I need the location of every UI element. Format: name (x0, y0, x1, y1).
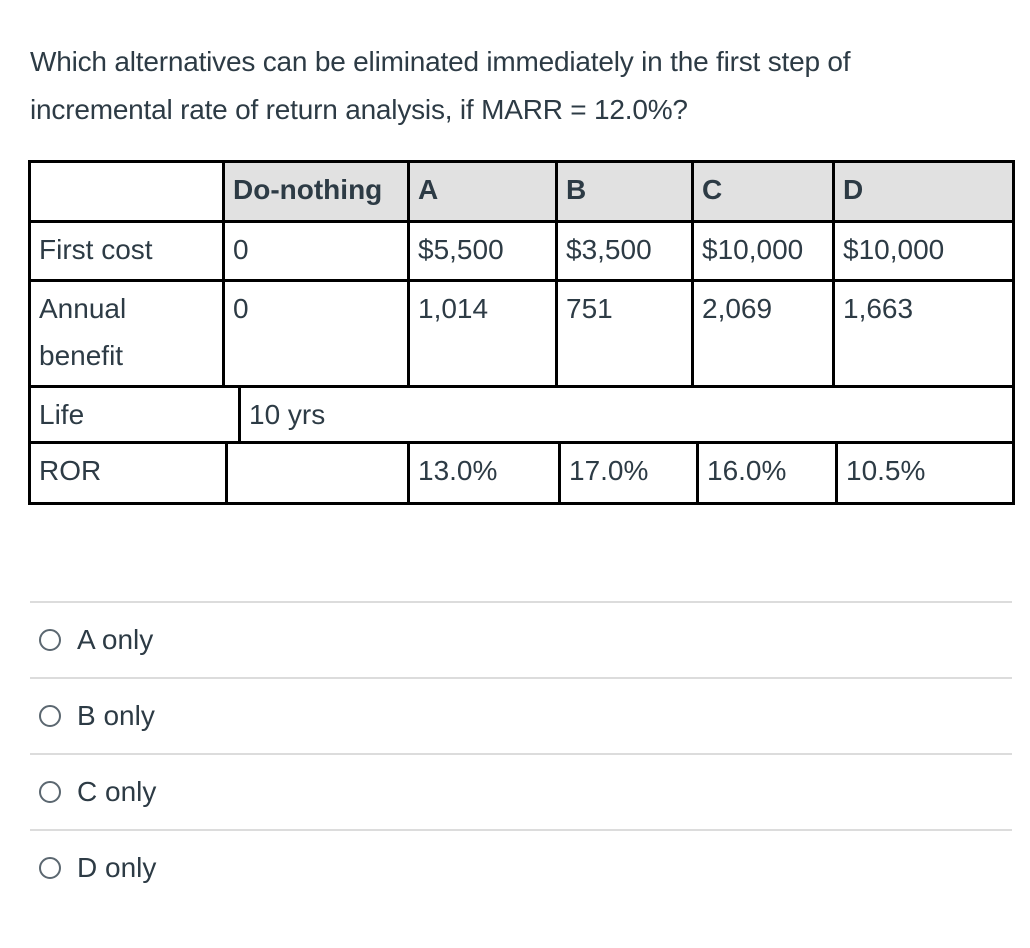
table-ror-section: ROR 13.0% 17.0% 16.0% 10.5% (28, 441, 1015, 505)
radio-button-icon[interactable] (39, 781, 61, 803)
cell-life-value: 10 yrs (238, 385, 1015, 444)
table-main-section: Do-nothing A B C D First cost 0 $5,500 $… (28, 160, 1015, 388)
cell-ror-a: 13.0% (407, 441, 561, 505)
col-header-d: D (832, 160, 1015, 223)
answer-option-c[interactable]: C only (30, 753, 1012, 829)
table-row: First cost 0 $5,500 $3,500 $10,000 $10,0… (28, 220, 1015, 282)
cell-annual-benefit-d: 1,663 (832, 279, 1015, 388)
cell-ror-d: 10.5% (835, 441, 1015, 505)
cell-first-cost-b: $3,500 (555, 220, 694, 282)
table-life-section: Life 10 yrs (28, 385, 1015, 444)
col-header-a: A (407, 160, 558, 223)
table-row: Life 10 yrs (28, 385, 1015, 444)
col-header-c: C (691, 160, 835, 223)
alternatives-table: Do-nothing A B C D First cost 0 $5,500 $… (28, 160, 1015, 505)
quiz-question-panel: Which alternatives can be eliminated imm… (28, 38, 1030, 905)
cell-annual-benefit-c: 2,069 (691, 279, 835, 388)
cell-annual-benefit-b: 751 (555, 279, 694, 388)
cell-ror-c: 16.0% (696, 441, 838, 505)
answer-option-a[interactable]: A only (30, 601, 1012, 677)
col-header-do-nothing: Do-nothing (222, 160, 410, 223)
option-label[interactable]: A only (77, 624, 154, 655)
question-line-1: Which alternatives can be eliminated imm… (30, 46, 851, 77)
radio-button-icon[interactable] (39, 705, 61, 727)
table-row: ROR 13.0% 17.0% 16.0% 10.5% (28, 441, 1015, 505)
question-text: Which alternatives can be eliminated imm… (30, 38, 1030, 134)
cell-first-cost-a: $5,500 (407, 220, 558, 282)
answer-option-d[interactable]: D only (30, 829, 1012, 905)
cell-first-cost-d: $10,000 (832, 220, 1015, 282)
option-label[interactable]: C only (77, 776, 157, 807)
answer-options: A only B only C only D only (30, 601, 1012, 905)
col-header-b: B (555, 160, 694, 223)
option-label[interactable]: D only (77, 852, 157, 883)
answer-option-b[interactable]: B only (30, 677, 1012, 753)
table-row: Annual benefit 0 1,014 751 2,069 1,663 (28, 279, 1015, 388)
row-label-annual-benefit: Annual benefit (28, 279, 225, 388)
row-label-life: Life (28, 385, 241, 444)
row-label-ror: ROR (28, 441, 228, 505)
cell-ror-do-nothing (225, 441, 410, 505)
cell-first-cost-do-nothing: 0 (222, 220, 410, 282)
cell-first-cost-c: $10,000 (691, 220, 835, 282)
option-label[interactable]: B only (77, 700, 155, 731)
table-header-row: Do-nothing A B C D (28, 160, 1015, 223)
radio-button-icon[interactable] (39, 629, 61, 651)
cell-annual-benefit-a: 1,014 (407, 279, 558, 388)
cell-annual-benefit-do-nothing: 0 (222, 279, 410, 388)
cell-ror-b: 17.0% (558, 441, 699, 505)
radio-button-icon[interactable] (39, 857, 61, 879)
row-label-first-cost: First cost (28, 220, 225, 282)
question-line-2: incremental rate of return analysis, if … (30, 94, 688, 125)
col-header-blank (28, 160, 225, 223)
